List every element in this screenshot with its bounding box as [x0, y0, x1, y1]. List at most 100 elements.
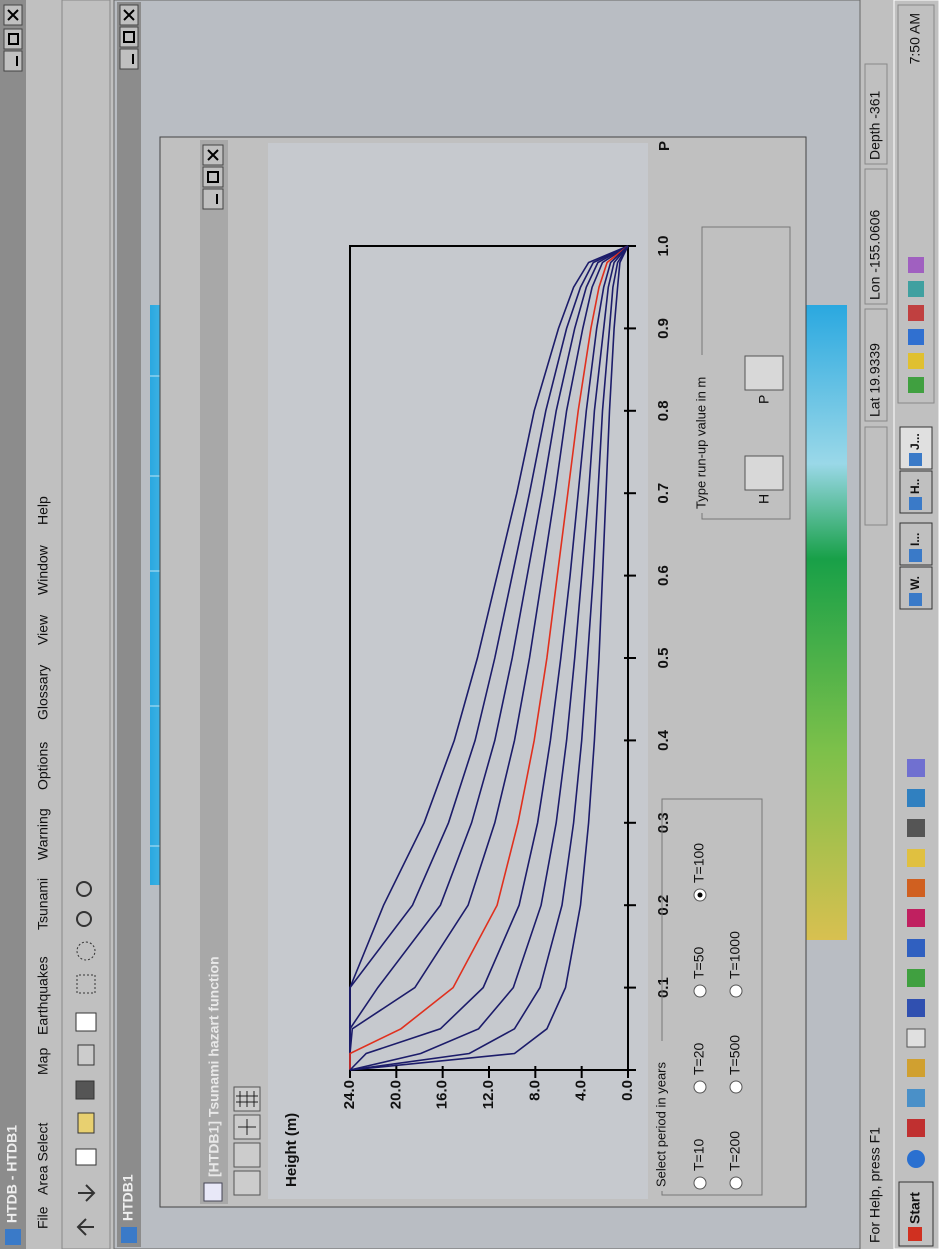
menu-item[interactable]: Help	[35, 496, 51, 525]
radio-label[interactable]: T=10	[691, 1138, 707, 1171]
menu-item[interactable]: Options	[35, 742, 51, 790]
menu-item[interactable]: View	[35, 614, 51, 645]
page: HTDB - HTDB1 File Area Select Map Earthquak…	[0, 0, 939, 1249]
app-icon[interactable]	[907, 1059, 925, 1077]
status-text: Depth -361	[867, 91, 883, 160]
menu-item[interactable]: Warning	[35, 808, 51, 860]
open-icon[interactable]	[78, 1113, 94, 1133]
menu-item[interactable]: File	[35, 1206, 51, 1229]
new-icon[interactable]	[76, 1149, 96, 1165]
restore-button[interactable]	[4, 29, 22, 49]
app-icon[interactable]	[907, 759, 925, 777]
menu-item[interactable]: Area Select	[35, 1123, 51, 1195]
radio-label[interactable]: T=50	[691, 946, 707, 979]
task-icon	[909, 497, 922, 510]
menu-item[interactable]: Glossary	[35, 665, 51, 720]
ie-icon[interactable]	[907, 1150, 925, 1168]
radio-label[interactable]: T=100	[691, 843, 707, 883]
app-icon[interactable]	[907, 1089, 925, 1107]
x-tick-label: 0.8	[655, 400, 672, 421]
y-tick-label: 24.0	[341, 1080, 358, 1109]
status-bar	[862, 0, 890, 1249]
app-icon[interactable]	[907, 969, 925, 987]
child-title-bar	[117, 2, 141, 1247]
map-strip-lower	[805, 305, 847, 940]
dialog-buttons	[203, 145, 223, 209]
field-label: H	[756, 494, 772, 504]
x-tick-label: 0.5	[655, 648, 672, 669]
app-icon[interactable]	[907, 999, 925, 1017]
y-tick-label: 0.0	[619, 1080, 636, 1101]
task-icon	[909, 593, 922, 606]
radio-label[interactable]: T=500	[727, 1035, 743, 1075]
title-bar	[0, 0, 26, 1249]
task-label[interactable]: I...	[908, 533, 922, 546]
menu-item[interactable]: Window	[35, 544, 51, 595]
radio-label[interactable]: T=20	[691, 1042, 707, 1075]
field-input[interactable]	[745, 356, 783, 390]
status-text: Lat 19.9339	[867, 343, 883, 417]
y-tick-label: 8.0	[526, 1080, 543, 1101]
desktop: HTDB - HTDB1 File Area Select Map Earthquak…	[0, 0, 939, 1249]
screen: HTDB - HTDB1 File Area Select Map Earthquak…	[0, 0, 939, 1249]
radio-button[interactable]	[730, 1177, 742, 1189]
menu-item[interactable]: Earthquakes	[35, 956, 51, 1035]
window-title: HTDB - HTDB1	[4, 1125, 20, 1223]
radio-button[interactable]	[694, 985, 706, 997]
start-logo	[908, 1227, 922, 1241]
status-help: For Help, press F1	[867, 1127, 883, 1243]
save-icon[interactable]	[76, 1081, 94, 1099]
app-icon[interactable]	[907, 789, 925, 807]
app-icon[interactable]	[907, 819, 925, 837]
radio-button[interactable]	[730, 985, 742, 997]
radio-button[interactable]	[694, 1177, 706, 1189]
y-tick-label: 12.0	[480, 1080, 497, 1109]
child-title: HTDB1	[120, 1174, 136, 1221]
minimize-button[interactable]	[203, 189, 223, 209]
menu-item[interactable]: Map	[35, 1048, 51, 1075]
clock: 7:50 AM	[907, 13, 923, 64]
tray-icon	[908, 377, 924, 393]
dialog-icon	[204, 1183, 222, 1201]
app-icon[interactable]	[907, 1119, 925, 1137]
minimize-button[interactable]	[120, 49, 138, 69]
app-icon[interactable]	[907, 939, 925, 957]
x-tick-label: 0.2	[655, 895, 672, 916]
x-tick-label: 0.9	[655, 318, 672, 339]
radio-label[interactable]: T=1000	[727, 931, 743, 979]
y-axis-title: Height (m)	[283, 1113, 300, 1187]
maximize-button[interactable]	[203, 167, 223, 187]
chart-panel	[268, 143, 648, 1199]
app-icon[interactable]	[907, 909, 925, 927]
radio-button[interactable]	[730, 1081, 742, 1093]
app-icon	[5, 1229, 21, 1245]
window-buttons	[4, 5, 22, 71]
y-tick-label: 4.0	[573, 1080, 590, 1101]
dialog-title: [HTDB1] Tsunami hazart function	[206, 956, 222, 1177]
zoom-button[interactable]	[234, 1143, 260, 1167]
status-text: Lon -155.0606	[867, 209, 883, 300]
child-buttons	[120, 5, 138, 69]
print-icon[interactable]	[78, 1045, 94, 1065]
app-icon[interactable]	[907, 879, 925, 897]
preview-icon[interactable]	[76, 1013, 96, 1031]
x-tick-label: 0.4	[655, 729, 672, 751]
print-button[interactable]	[234, 1171, 260, 1195]
x-tick-label: 0.3	[655, 812, 672, 833]
tray-icon	[908, 353, 924, 369]
x-tick-label: 0.7	[655, 483, 672, 504]
minimize-button[interactable]	[4, 51, 22, 71]
app-icon[interactable]	[907, 1029, 925, 1047]
task-label[interactable]: W.	[908, 576, 922, 590]
radio-button[interactable]	[694, 1081, 706, 1093]
radio-label[interactable]: T=200	[727, 1131, 743, 1171]
task-label[interactable]: J...	[908, 433, 922, 450]
maximize-button[interactable]	[120, 27, 138, 47]
menu-item[interactable]: Tsunami	[35, 878, 51, 930]
app-icon[interactable]	[907, 849, 925, 867]
task-icon	[909, 453, 922, 466]
field-input[interactable]	[745, 456, 783, 490]
task-label[interactable]: H..	[908, 479, 922, 494]
tray-icon	[908, 257, 924, 273]
start-label: Start	[907, 1192, 923, 1224]
